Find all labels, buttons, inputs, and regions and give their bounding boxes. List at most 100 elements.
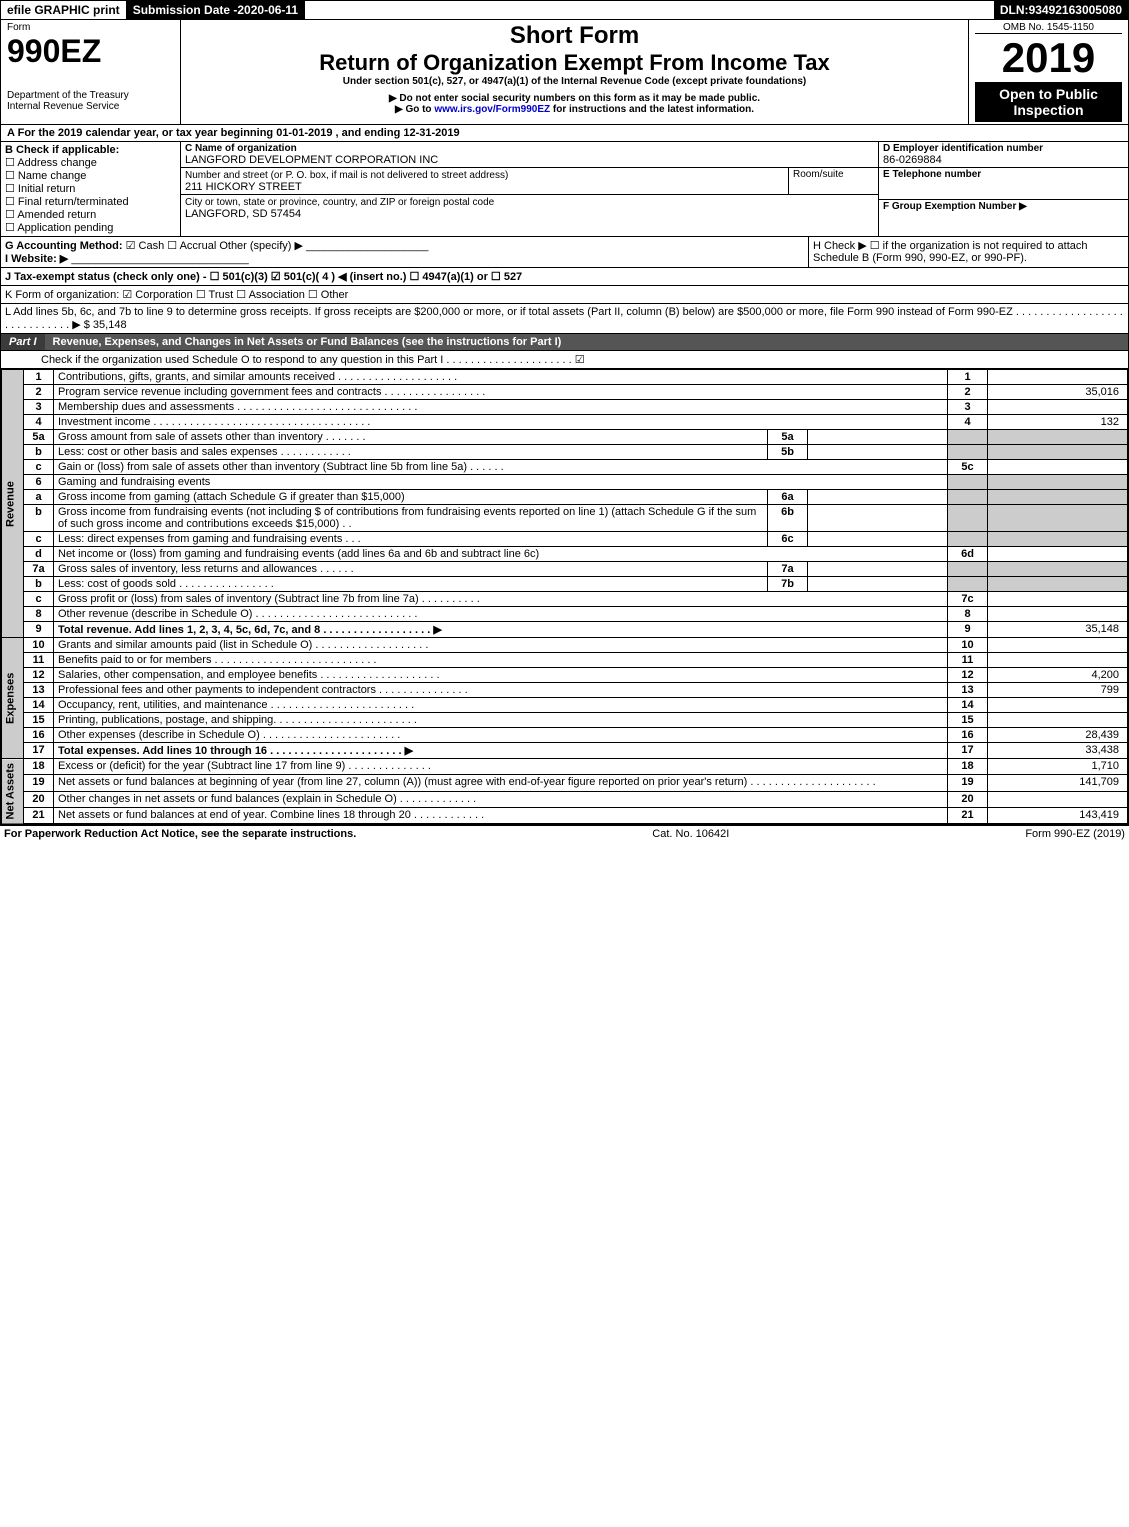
line-value bbox=[988, 713, 1128, 728]
blank bbox=[988, 490, 1128, 505]
line-value: 143,419 bbox=[988, 808, 1128, 824]
line-num: 10 bbox=[24, 638, 54, 653]
sub-val bbox=[808, 430, 948, 445]
open-to-public: Open to Public Inspection bbox=[975, 82, 1122, 122]
sub-ref: 5a bbox=[768, 430, 808, 445]
blank bbox=[948, 475, 988, 490]
chk-address-change[interactable]: Address change bbox=[5, 156, 176, 169]
line-value bbox=[988, 400, 1128, 415]
line-num: 6 bbox=[24, 475, 54, 490]
line-text: Occupancy, rent, utilities, and maintena… bbox=[54, 698, 948, 713]
chk-name-change[interactable]: Name change bbox=[5, 169, 176, 182]
E-label: E Telephone number bbox=[883, 169, 1124, 180]
line-ref: 4 bbox=[948, 415, 988, 430]
line-ref: 2 bbox=[948, 385, 988, 400]
line-text: Grants and similar amounts paid (list in… bbox=[54, 638, 948, 653]
form-header: Form 990EZ Department of the Treasury In… bbox=[0, 20, 1129, 125]
submission-date-box: Submission Date - 2020-06-11 bbox=[127, 1, 305, 19]
irs-link[interactable]: www.irs.gov/Form990EZ bbox=[434, 104, 550, 115]
line-num: b bbox=[24, 505, 54, 532]
chk-accrual[interactable]: Accrual bbox=[167, 240, 216, 252]
line-value: 799 bbox=[988, 683, 1128, 698]
chk-amended-return[interactable]: Amended return bbox=[5, 208, 176, 221]
line-text: Gain or (loss) from sale of assets other… bbox=[54, 460, 948, 475]
line-value bbox=[988, 460, 1128, 475]
line-num: 5a bbox=[24, 430, 54, 445]
line-num: 7a bbox=[24, 562, 54, 577]
blank bbox=[948, 505, 988, 532]
efile-label[interactable]: efile GRAPHIC print bbox=[1, 1, 127, 19]
line-ref: 3 bbox=[948, 400, 988, 415]
line-ref: 8 bbox=[948, 607, 988, 622]
line-value: 35,016 bbox=[988, 385, 1128, 400]
F-label: F Group Exemption Number ▶ bbox=[883, 201, 1124, 212]
line-text: Program service revenue including govern… bbox=[54, 385, 948, 400]
tax-year: 2019 bbox=[975, 34, 1122, 82]
part-I-title: Revenue, Expenses, and Changes in Net As… bbox=[45, 334, 1128, 350]
line-ref: 21 bbox=[948, 808, 988, 824]
goto-link-line: ▶ Go to www.irs.gov/Form990EZ for instru… bbox=[187, 104, 962, 115]
line-text: Other changes in net assets or fund bala… bbox=[54, 791, 948, 807]
B-label-text: Check if applicable: bbox=[16, 144, 119, 156]
line-text: Other expenses (describe in Schedule O) … bbox=[54, 728, 948, 743]
line-L: L Add lines 5b, 6c, and 7b to line 9 to … bbox=[0, 304, 1129, 334]
line-num: 21 bbox=[24, 808, 54, 824]
chk-application-pending[interactable]: Application pending bbox=[5, 221, 176, 234]
line-num: 3 bbox=[24, 400, 54, 415]
line-num: 4 bbox=[24, 415, 54, 430]
blank bbox=[988, 505, 1128, 532]
sub-ref: 7a bbox=[768, 562, 808, 577]
line-ref: 15 bbox=[948, 713, 988, 728]
line-num: 13 bbox=[24, 683, 54, 698]
line-text: Less: cost of goods sold . . . . . . . .… bbox=[54, 577, 768, 592]
section-netassets-label: Net Assets bbox=[2, 759, 24, 824]
line-ref: 17 bbox=[948, 743, 988, 759]
line-text: Investment income . . . . . . . . . . . … bbox=[54, 415, 948, 430]
section-revenue-label: Revenue bbox=[2, 370, 24, 638]
line-num: c bbox=[24, 592, 54, 607]
line-num: 19 bbox=[24, 775, 54, 791]
chk-final-return[interactable]: Final return/terminated bbox=[5, 195, 176, 208]
blank bbox=[948, 532, 988, 547]
line-text: Benefits paid to or for members . . . . … bbox=[54, 653, 948, 668]
line-num: c bbox=[24, 532, 54, 547]
line-num: 15 bbox=[24, 713, 54, 728]
line-num: 9 bbox=[24, 622, 54, 638]
line-num: c bbox=[24, 460, 54, 475]
line-text: Salaries, other compensation, and employ… bbox=[54, 668, 948, 683]
line-text: Total expenses. Add lines 10 through 16 … bbox=[54, 743, 948, 759]
chk-cash[interactable]: Cash bbox=[126, 240, 165, 252]
line-ref: 19 bbox=[948, 775, 988, 791]
subtitle: Under section 501(c), 527, or 4947(a)(1)… bbox=[187, 76, 962, 87]
line-ref: 18 bbox=[948, 759, 988, 775]
irs-label: Internal Revenue Service bbox=[7, 101, 174, 112]
sub-val bbox=[808, 532, 948, 547]
sub-val bbox=[808, 562, 948, 577]
sub-val bbox=[808, 577, 948, 592]
line-text: Other revenue (describe in Schedule O) .… bbox=[54, 607, 948, 622]
form-number: 990EZ bbox=[7, 33, 174, 70]
part-I-label: Part I bbox=[1, 334, 45, 350]
blank bbox=[988, 532, 1128, 547]
line-value bbox=[988, 653, 1128, 668]
dept-treasury: Department of the Treasury bbox=[7, 90, 174, 101]
sub-ref: 5b bbox=[768, 445, 808, 460]
sub-ref: 6c bbox=[768, 532, 808, 547]
line-value: 1,710 bbox=[988, 759, 1128, 775]
line-num: 1 bbox=[24, 370, 54, 385]
submission-date: 2020-06-11 bbox=[237, 3, 298, 17]
line-text: Gross profit or (loss) from sales of inv… bbox=[54, 592, 948, 607]
C-name-label: C Name of organization bbox=[185, 143, 874, 154]
line-value bbox=[988, 791, 1128, 807]
line-ref: 11 bbox=[948, 653, 988, 668]
line-num: b bbox=[24, 577, 54, 592]
chk-initial-return[interactable]: Initial return bbox=[5, 182, 176, 195]
blank bbox=[948, 562, 988, 577]
sub-ref: 7b bbox=[768, 577, 808, 592]
B-label: B Check if applicable: bbox=[5, 144, 176, 156]
submission-label: Submission Date - bbox=[133, 3, 238, 17]
blank bbox=[948, 577, 988, 592]
line-G-H: G Accounting Method: Cash Accrual Other … bbox=[0, 237, 1129, 268]
line-value bbox=[988, 638, 1128, 653]
line-num: 2 bbox=[24, 385, 54, 400]
